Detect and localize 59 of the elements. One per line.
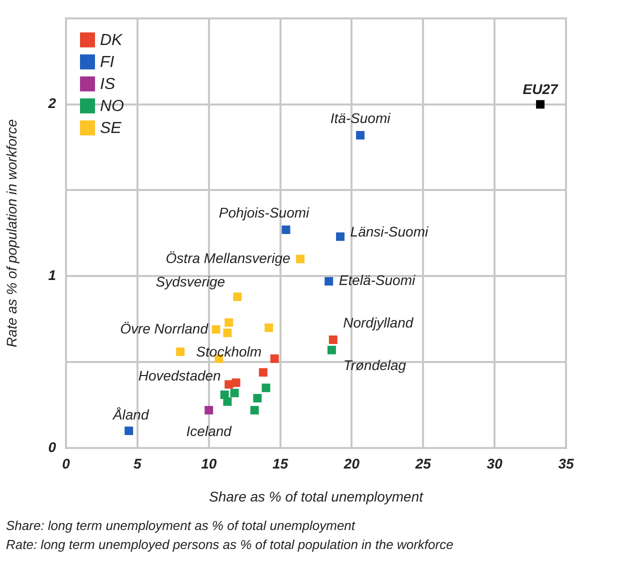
point — [262, 384, 270, 392]
legend-label: NO — [100, 98, 124, 115]
annotation: EU27 — [522, 81, 560, 98]
point — [232, 378, 240, 387]
point — [223, 328, 232, 338]
x-tick-label: 10 — [201, 455, 217, 472]
annotation: Övre Norrland — [120, 320, 210, 336]
legend-label: IS — [100, 76, 116, 93]
annotation: Itä-Suomi — [330, 110, 392, 126]
y-axis-title: Rate as % of population in workforce — [3, 118, 20, 348]
point — [250, 406, 259, 414]
annotation: Åland — [112, 406, 150, 423]
point — [220, 390, 229, 399]
point — [536, 100, 545, 109]
y-tick-label: 1 — [48, 267, 56, 284]
x-tick-label: 25 — [414, 455, 432, 472]
x-tick-label: 30 — [486, 455, 503, 472]
point — [327, 346, 336, 354]
point — [224, 318, 234, 327]
x-axis-title: Share as % of total unemployment — [208, 488, 424, 504]
legend-label: SE — [100, 120, 122, 137]
annotation: Etelä-Suomi — [338, 272, 416, 288]
point — [264, 323, 274, 332]
point — [212, 325, 220, 334]
point — [233, 292, 242, 302]
point — [296, 254, 305, 264]
point — [124, 426, 134, 436]
point — [282, 226, 290, 234]
y-tick-label: 2 — [47, 95, 56, 112]
y-tick-label: 0 — [48, 438, 56, 455]
point — [253, 394, 262, 402]
annotation: Östra Mellansverige — [166, 250, 290, 266]
point — [230, 388, 239, 398]
annotation: Pohjois-Suomi — [218, 204, 310, 221]
point — [270, 354, 279, 363]
annotation: Iceland — [186, 423, 233, 440]
annotation: Stockholm — [196, 344, 262, 360]
annotation: Sydsverige — [156, 274, 226, 290]
point — [224, 380, 234, 389]
x-tick-label: 35 — [558, 455, 574, 472]
point — [324, 277, 334, 286]
x-tick-label: 20 — [342, 455, 360, 472]
x-tick-label: 5 — [134, 455, 142, 472]
point — [204, 406, 214, 414]
legend-label: DK — [100, 32, 124, 49]
x-tick-label: 15 — [272, 455, 288, 472]
text: Share: long term unemployment as % of total unemployment — [6, 517, 356, 535]
x-tick-label: 0 — [62, 455, 70, 472]
annotation: Trøndelag — [343, 356, 406, 373]
point — [328, 336, 338, 344]
annotation: Nordjylland — [343, 314, 414, 331]
text: Rate: long term unemployed persons as % of total population in the workforce — [6, 536, 454, 554]
annotation: Länsi-Suomi — [350, 224, 429, 240]
point — [356, 131, 365, 140]
point — [176, 348, 185, 356]
legend-label: FI — [100, 54, 115, 71]
annotation: Hovedstaden — [138, 367, 222, 384]
point — [258, 368, 268, 377]
point — [336, 232, 345, 241]
